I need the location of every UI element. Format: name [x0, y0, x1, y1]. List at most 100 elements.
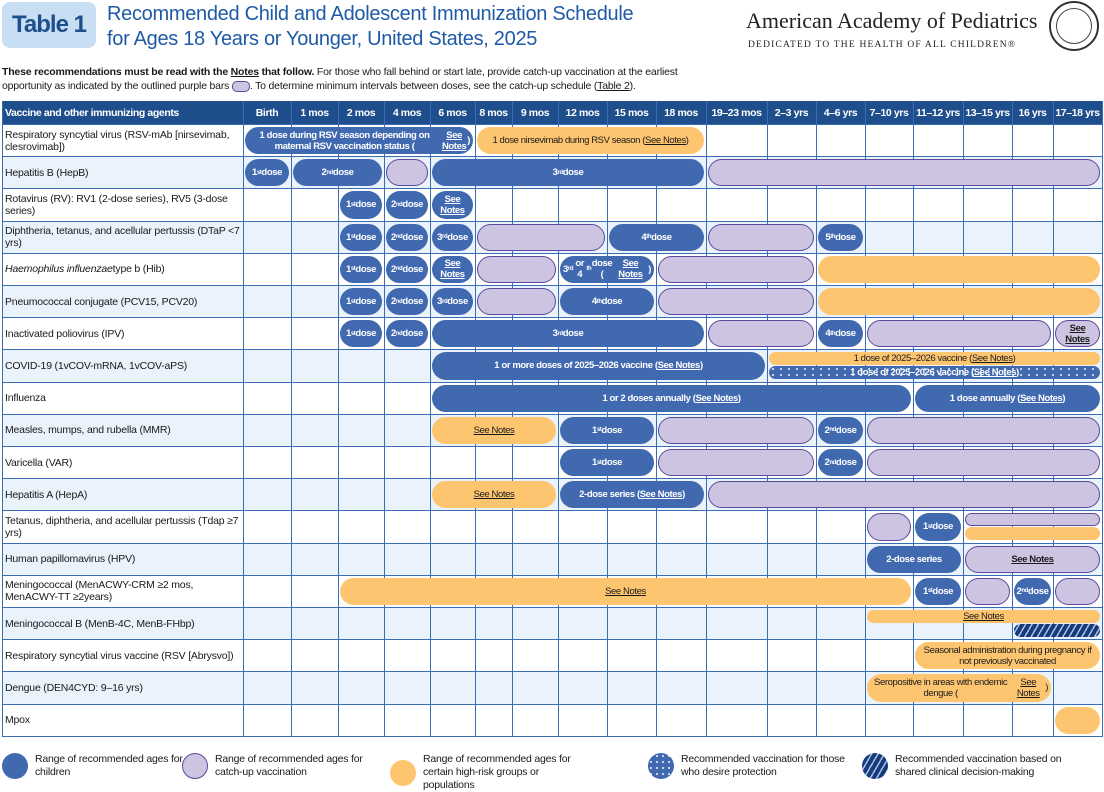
purple-range-bar [658, 255, 814, 283]
orange-range-bar: See Notes [432, 481, 556, 509]
age-column-header: 1 mos [300, 106, 329, 119]
vaccine-name: Mpox [5, 714, 30, 727]
table-border-left [2, 101, 3, 736]
orange-range-bar [818, 288, 1100, 316]
column-divider [656, 101, 657, 736]
intro-text: These recommendations must be read with … [2, 65, 722, 93]
legend-item: Range of recommended ages for all childr… [2, 753, 205, 779]
vaccine-name: Meningococcal (MenACWY-CRM ≥2 mos, MenAC… [5, 579, 194, 604]
table-row [2, 703, 1102, 737]
orange-range-bar: Seasonal administration during pregnancy… [915, 642, 1100, 670]
vaccine-name: Measles, mumps, and rubella (MMR) [5, 424, 171, 437]
purple-range-bar [658, 288, 814, 316]
legend-item: Recommended vaccination for those who de… [648, 753, 851, 779]
orange-range-bar: See Notes [340, 577, 911, 605]
vaccine-name: Human papillomavirus (HPV) [5, 553, 136, 566]
legend-item: Recommended vaccination based on shared … [862, 753, 1065, 779]
purple-range-bar [1055, 577, 1100, 605]
purple-range-bar [867, 416, 1100, 444]
column-divider [243, 101, 244, 736]
org-logo-name: American Academy of Pediatrics [746, 8, 1038, 33]
purple-range-bar [386, 159, 428, 187]
age-column-header: 18 mos [664, 106, 698, 119]
column-divider [384, 101, 385, 736]
orange-range-bar: 1 dose nirsevimab during RSV season (See… [477, 127, 704, 155]
intro-bold-2: that follow. [258, 66, 315, 78]
vaccine-name: COVID-19 (1vCOV-mRNA, 1vCOV-aPS) [5, 359, 188, 372]
age-column-header: 7–10 yrs [869, 106, 909, 119]
stripes-swatch-icon [862, 753, 888, 779]
column-divider [338, 101, 339, 736]
blue-range-bar: 1 or more doses of 2025–2026 vaccine (Se… [432, 352, 765, 380]
orange-range-bar: Seropositive in areas with endemic dengu… [867, 674, 1051, 702]
orange-range-bar: 1 dose of 2025–2026 vaccine (See Notes) [769, 352, 1100, 366]
agent-column-header: Vaccine and other immunizing agents [5, 106, 179, 119]
intro-text-2: . To determine minimum intervals between… [249, 80, 598, 92]
vaccine-name: Hepatitis A (HepA) [5, 488, 88, 501]
table-border-bottom [2, 735, 1103, 738]
age-column-header: 15 mos [614, 106, 649, 119]
catch-up-bar-icon [231, 80, 250, 92]
vaccine-name: Respiratory syncytial virus (RSV-mAb [ni… [5, 128, 230, 153]
purple-range-bar: See Notes [1055, 320, 1100, 348]
vaccine-name: Rotavirus (RV): RV1 (2-dose series), RV5… [5, 192, 228, 217]
column-divider [430, 101, 431, 736]
intro-bold-1: These recommendations must be read with … [2, 66, 231, 78]
vaccine-name: Respiratory syncytial virus vaccine (RSV… [5, 649, 234, 662]
orange-range-bar: See Notes [867, 610, 1100, 623]
age-column-header: 13–15 yrs [965, 106, 1010, 119]
column-divider [1102, 101, 1103, 736]
legend-label: Range of recommended ages for catch-up v… [215, 753, 363, 778]
vaccine-name: Haemophilus influenzae type b (Hib) [5, 263, 165, 276]
blue-range-bar: 2-dose series [867, 545, 961, 573]
legend-label: Recommended vaccination based on shared … [895, 753, 1062, 778]
notes-link[interactable]: Notes [230, 66, 259, 78]
purple-range-bar [867, 513, 911, 541]
age-column-header: 4–6 yrs [823, 106, 858, 119]
purple-range-bar [708, 320, 814, 348]
vaccine-name: Tetanus, diphtheria, and acellular pertu… [5, 514, 239, 539]
dots-swatch-icon [648, 753, 674, 779]
column-divider [816, 101, 817, 736]
intro-text-1: For those who fall behind or start late,… [2, 66, 678, 92]
title-line-2: for Ages 18 Years or Younger, United Sta… [107, 28, 538, 50]
purple-range-bar [477, 255, 556, 283]
age-column-header: 8 mos [479, 106, 508, 119]
age-column-header: 6 mos [438, 106, 467, 119]
age-column-header: 2 mos [346, 106, 376, 119]
blue-range-bar: 1 or 2 doses annually (See Notes) [432, 384, 911, 412]
age-column-header: Birth [255, 106, 279, 119]
vaccine-name: Dengue (DEN4CYD: 9–16 yrs) [5, 681, 143, 694]
vaccine-name: Pneumococcal conjugate (PCV15, PCV20) [5, 295, 198, 308]
table2-link[interactable]: Table 2 [597, 80, 630, 92]
intro-text-3: ). [629, 80, 636, 92]
column-divider [558, 101, 559, 736]
table-header-row [2, 101, 1102, 124]
age-column-header: 2–3 yrs [774, 106, 809, 119]
purple-range-bar [867, 320, 1051, 348]
purple-range-bar [477, 288, 556, 316]
vaccine-name: Varicella (VAR) [5, 456, 73, 469]
column-divider [865, 101, 866, 736]
age-column-header: 11–12 yrs [916, 106, 960, 119]
purple-range-bar [965, 577, 1010, 605]
